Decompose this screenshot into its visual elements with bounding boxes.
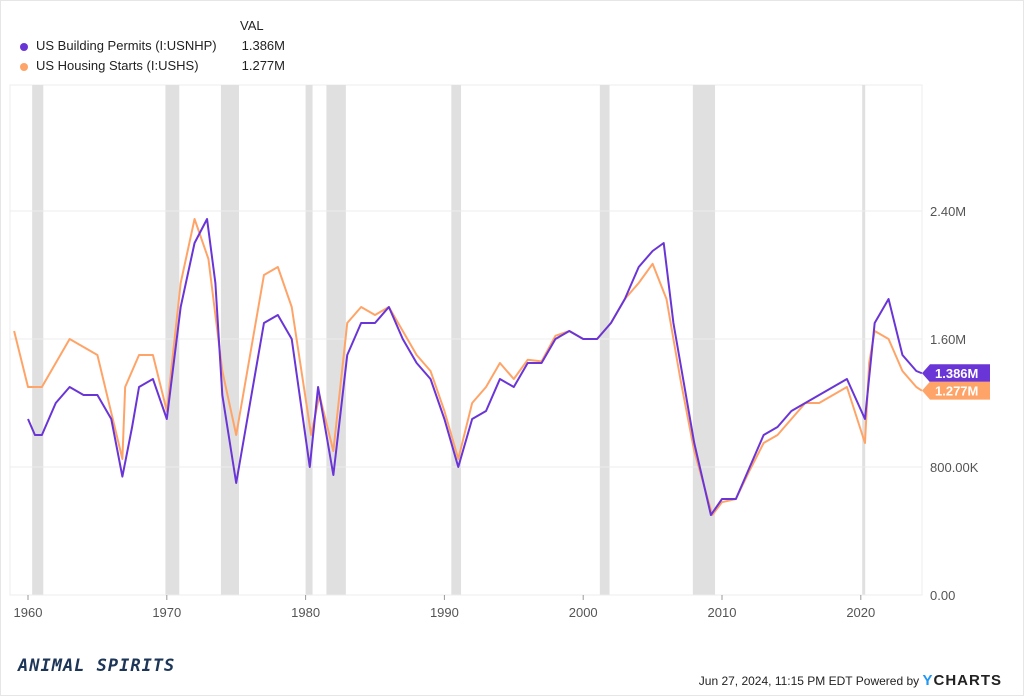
y-tick-label: 800.00K <box>930 460 979 475</box>
legend-label: US Housing Starts (I:USHS) <box>36 58 199 73</box>
recession-band <box>326 85 346 595</box>
plot-area <box>9 84 923 596</box>
y-tick-label: 1.60M <box>930 332 966 347</box>
animal-spirits-logo: ANIMAL SPIRITS <box>18 656 176 676</box>
x-tick-label: 1960 <box>14 605 43 620</box>
legend-item-permits[interactable]: US Building Permits (I:USNHP) 1.386M <box>20 38 320 53</box>
x-tick-label: 1980 <box>291 605 320 620</box>
x-tick-label: 2010 <box>708 605 737 620</box>
timestamp: Jun 27, 2024, 11:15 PM EDT <box>698 674 853 688</box>
recession-band <box>32 85 44 595</box>
ycharts-logo-y: Y <box>922 672 934 689</box>
legend-label: US Building Permits (I:USNHP) <box>36 38 217 53</box>
legend-value: 1.386M <box>241 38 285 53</box>
legend-item-starts[interactable]: US Housing Starts (I:USHS) 1.277M <box>20 58 320 73</box>
y-tick-label: 0.00 <box>930 588 955 603</box>
x-tick-label: 1970 <box>152 605 181 620</box>
ycharts-logo-text: CHARTS <box>933 672 1002 689</box>
last-value-label: 1.386M <box>935 366 978 381</box>
recession-band <box>862 85 866 595</box>
series-dot-icon <box>20 62 28 71</box>
last-value-tag <box>922 381 990 400</box>
x-tick-label: 2020 <box>846 605 875 620</box>
ycharts-logo[interactable]: YCHARTS <box>922 672 1002 689</box>
series-line-1 <box>13 218 923 516</box>
x-tick-label: 1990 <box>430 605 459 620</box>
recession-band <box>220 85 239 595</box>
legend-value: 1.277M <box>241 58 285 73</box>
recession-band <box>692 85 716 595</box>
legend-header: VAL <box>240 18 264 33</box>
recession-band <box>599 85 610 595</box>
series-line-0 <box>27 218 923 516</box>
footer: Jun 27, 2024, 11:15 PM EDT Powered by YC… <box>699 672 1002 689</box>
series-dot-icon <box>20 42 28 51</box>
last-value-tag <box>922 364 990 383</box>
powered-by: Powered by <box>855 674 920 688</box>
x-tick-label: 2000 <box>569 605 598 620</box>
recession-band <box>451 85 462 595</box>
last-value-label: 1.277M <box>935 384 978 399</box>
y-tick-label: 2.40M <box>930 204 966 219</box>
recession-band <box>305 85 313 595</box>
